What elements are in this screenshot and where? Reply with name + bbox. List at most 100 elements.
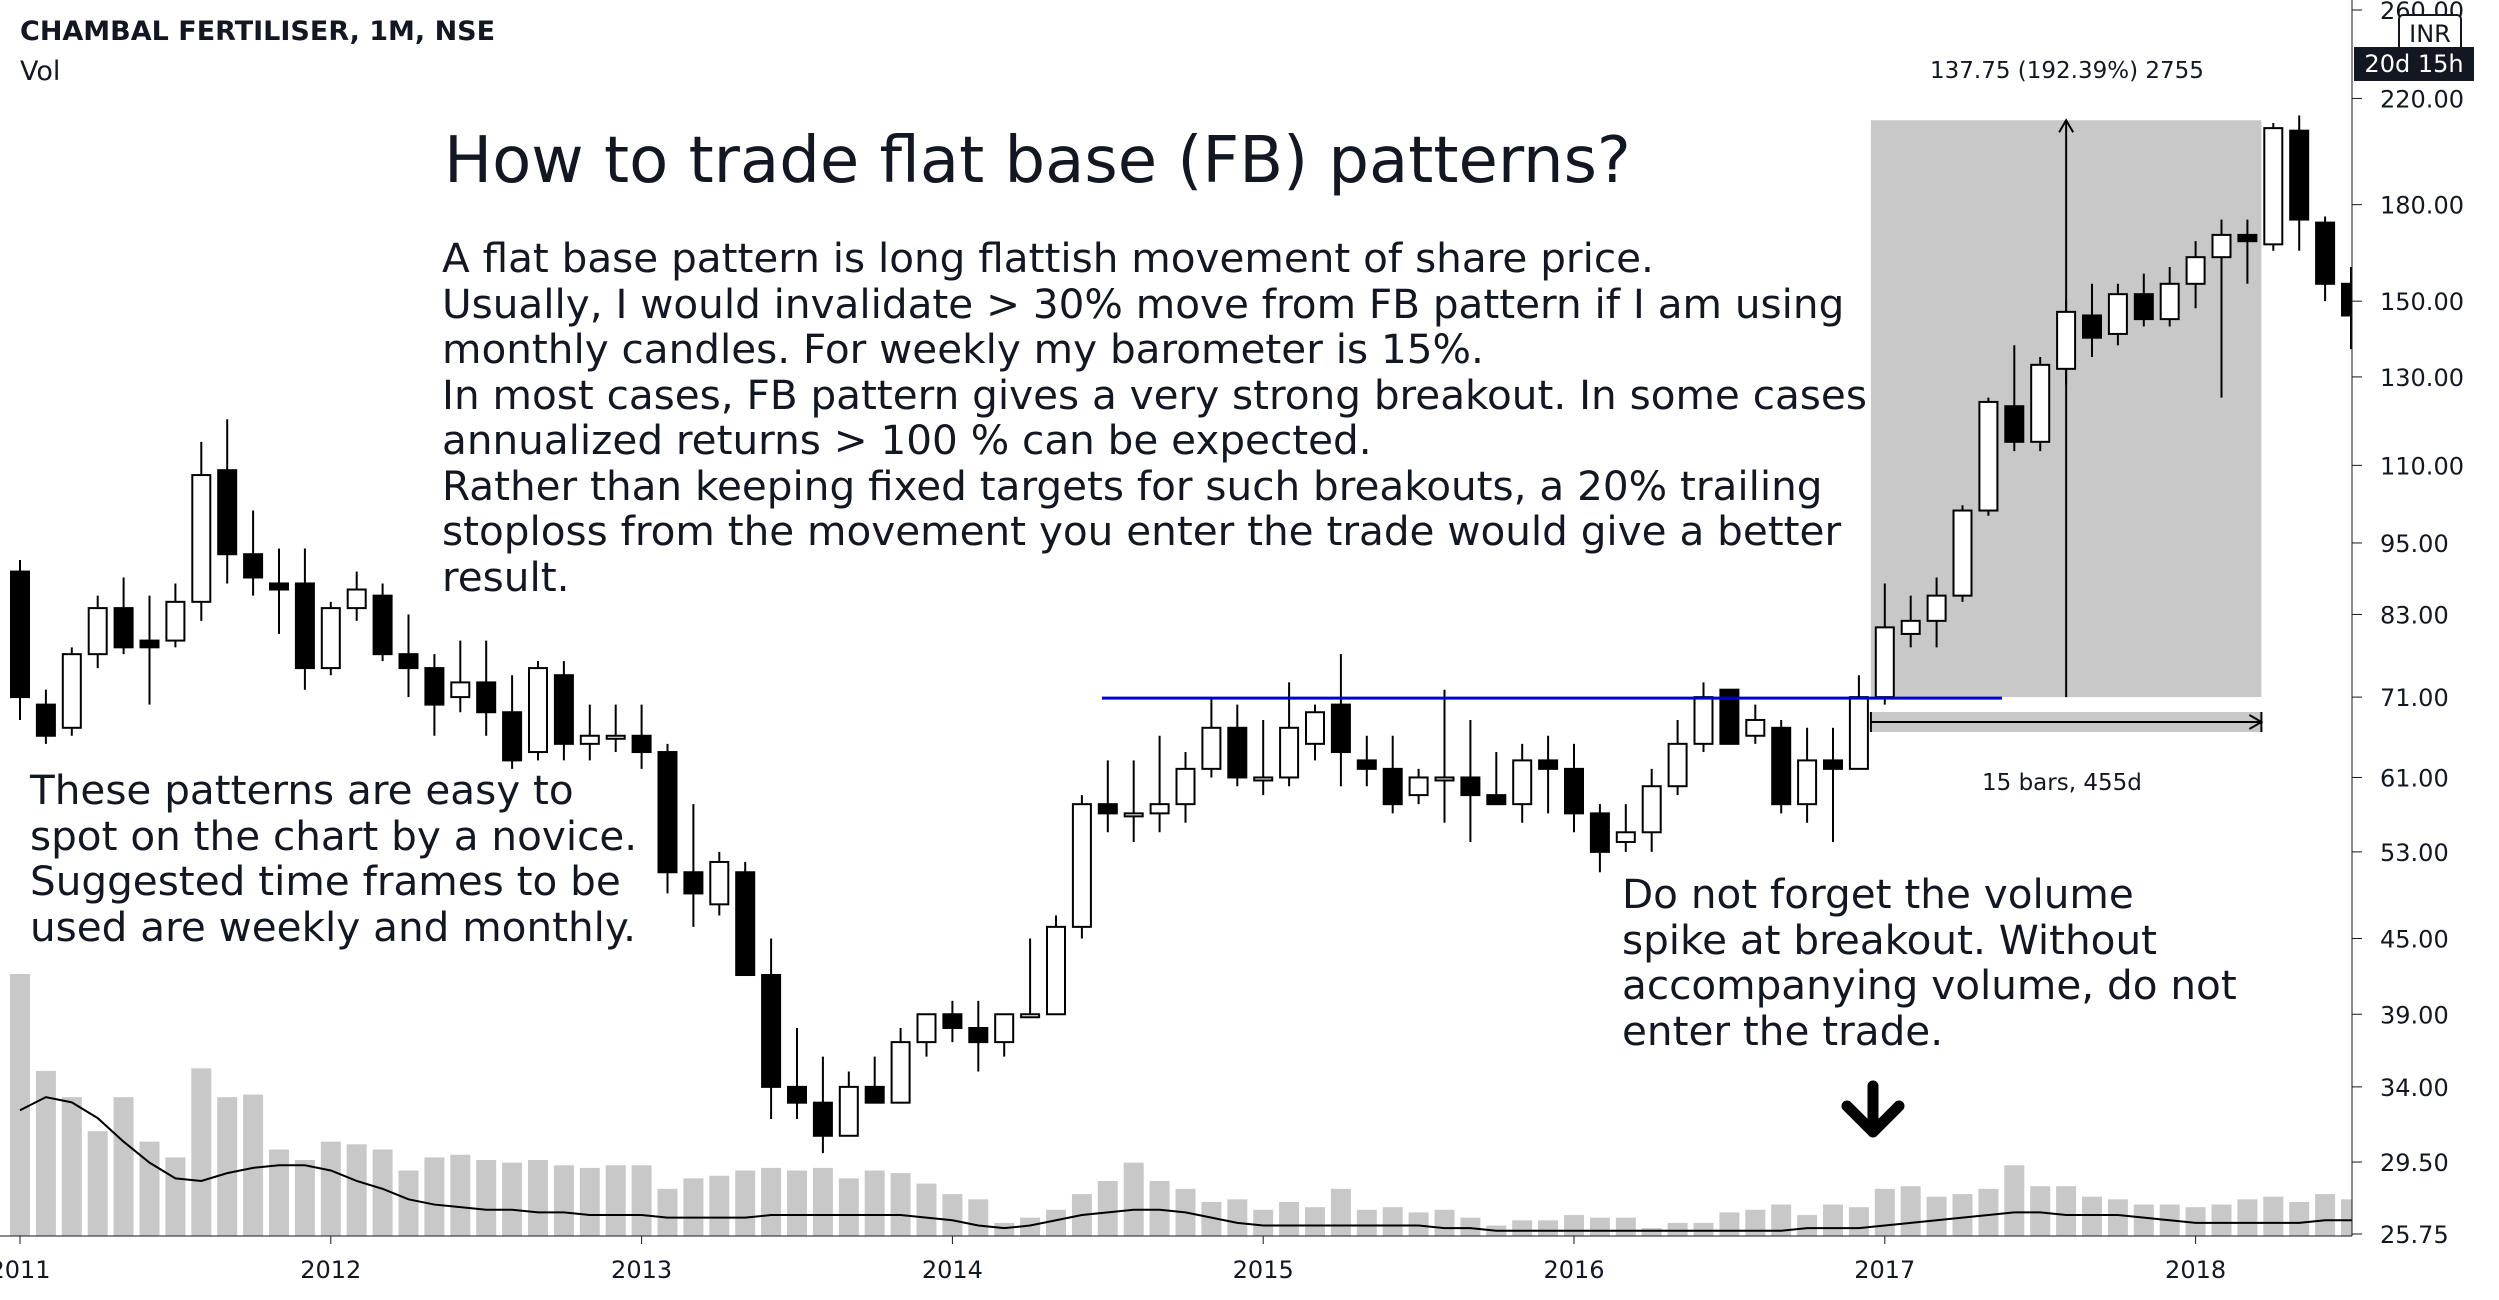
candle-body: [528, 667, 548, 754]
volume-bar: [1589, 1217, 1610, 1236]
volume-pane: [10, 974, 2465, 1236]
volume-bar: [1693, 1222, 1714, 1236]
candle-body: [1538, 759, 1559, 770]
volume-bar: [1797, 1215, 1818, 1236]
candle-body: [1952, 509, 1973, 597]
volume-bar: [1745, 1209, 1766, 1236]
volume-legend[interactable]: Vol: [20, 56, 61, 87]
price-tick-label: 61.00: [2380, 764, 2449, 792]
candle-body: [165, 600, 186, 642]
volume-bar: [1149, 1180, 1170, 1236]
candle-body: [1020, 1013, 1041, 1019]
volume-bar: [87, 1131, 108, 1236]
price-tick-label: 150.00: [2380, 288, 2464, 316]
measure-arrowhead: [2058, 118, 2075, 133]
candle-body: [942, 1013, 963, 1030]
price-tick-label: 34.00: [2380, 1074, 2449, 1102]
candle-body: [10, 570, 30, 699]
note-line: spike at breakout. Without: [1622, 915, 2158, 964]
candle-body: [1926, 594, 1947, 622]
candle-body: [1900, 619, 1921, 635]
candle-body: [761, 974, 782, 1088]
body-line: Usually, I would invalidate > 30% move f…: [442, 279, 1845, 328]
chart-title: How to trade flat base (FB) patterns?: [444, 124, 1631, 198]
candle-body: [1305, 711, 1325, 745]
volume-bar: [1434, 1209, 1455, 1236]
volume-bar: [864, 1170, 885, 1236]
candle-body: [2133, 293, 2154, 321]
candle-body: [1253, 776, 1274, 782]
candle-body: [1175, 767, 1196, 806]
price-axis[interactable]: 260.00220.00180.00150.00130.00110.0095.0…: [2351, 0, 2499, 1300]
volume-bar: [1253, 1209, 1274, 1236]
candle-body: [2315, 221, 2336, 285]
candle-body: [2237, 233, 2258, 243]
time-tick-label: 2012: [300, 1256, 361, 1284]
volume-bar: [2237, 1199, 2258, 1236]
time-tick-label: 2015: [1233, 1256, 1294, 1284]
volume-bar: [61, 1097, 82, 1236]
candle-body: [709, 860, 730, 906]
candle-body: [1071, 803, 1092, 928]
candle-body: [890, 1041, 911, 1104]
volume-bar: [1512, 1220, 1533, 1236]
volume-bar: [1305, 1207, 1325, 1236]
candle-body: [1667, 742, 1688, 788]
left-note: These patterns are easy to spot on the c…: [30, 767, 637, 950]
candle-body: [838, 1085, 859, 1137]
candle-body: [1434, 776, 1455, 782]
volume-bar: [1356, 1209, 1377, 1236]
volume-bar: [1460, 1217, 1481, 1236]
volume-bar: [165, 1157, 186, 1236]
body-line: In most cases, FB pattern gives a very s…: [442, 370, 1867, 419]
candle-body: [217, 469, 238, 556]
candle-body: [1201, 726, 1222, 770]
candle-body: [1719, 688, 1740, 745]
symbol-title[interactable]: CHAMBAL FERTILISER, 1M, NSE: [20, 16, 496, 47]
volume-bar: [1227, 1199, 1248, 1236]
candle-body: [1771, 726, 1792, 806]
note-line: Suggested time frames to be: [30, 857, 621, 905]
candle-body: [1382, 767, 1403, 806]
volume-bar: [605, 1165, 626, 1236]
candle-body: [657, 751, 678, 874]
body-line: result.: [442, 552, 570, 601]
volume-bar: [709, 1175, 730, 1236]
time-tick-label: 2013: [611, 1256, 672, 1284]
body-line: Rather than keeping fixed targets for su…: [442, 461, 1823, 510]
candle-body: [1149, 803, 1170, 815]
price-tick-label: 25.75: [2380, 1221, 2449, 1249]
volume-bar: [761, 1167, 782, 1236]
candle-body: [1460, 776, 1481, 797]
candle-body: [2107, 293, 2128, 335]
price-tick-label: 180.00: [2380, 192, 2464, 220]
volume-bar: [1978, 1188, 1999, 1236]
volume-bar: [1408, 1212, 1429, 1236]
candle-body: [1512, 759, 1533, 806]
candle-body: [1874, 626, 1895, 699]
volume-bar: [1926, 1196, 1947, 1236]
candle-body: [1564, 767, 1584, 815]
volume-bar: [1020, 1217, 1041, 1236]
volume-bar: [1615, 1217, 1636, 1236]
candle-body: [2289, 129, 2310, 221]
price-tick-label: 53.00: [2380, 839, 2449, 867]
candle-body: [320, 607, 341, 670]
volume-bar: [2315, 1194, 2336, 1236]
price-tick-label: 110.00: [2380, 452, 2464, 480]
volume-bar: [2185, 1207, 2206, 1236]
candle-body: [502, 711, 523, 762]
axis-background: [2352, 0, 2499, 1300]
candle-body: [1330, 703, 1351, 754]
candle-body: [139, 639, 160, 649]
volume-bar: [1641, 1228, 1662, 1236]
volume-bar: [1719, 1212, 1740, 1236]
candle-body: [994, 1013, 1015, 1044]
volume-bar: [1046, 1209, 1066, 1236]
body-line: A flat base pattern is long flattish mov…: [442, 234, 1654, 282]
candle-body: [1486, 794, 1507, 806]
candle-body: [2159, 282, 2180, 321]
time-axis[interactable]: 2011 2012 2013 2014 2015 2016 2017 2018: [0, 1235, 2352, 1284]
